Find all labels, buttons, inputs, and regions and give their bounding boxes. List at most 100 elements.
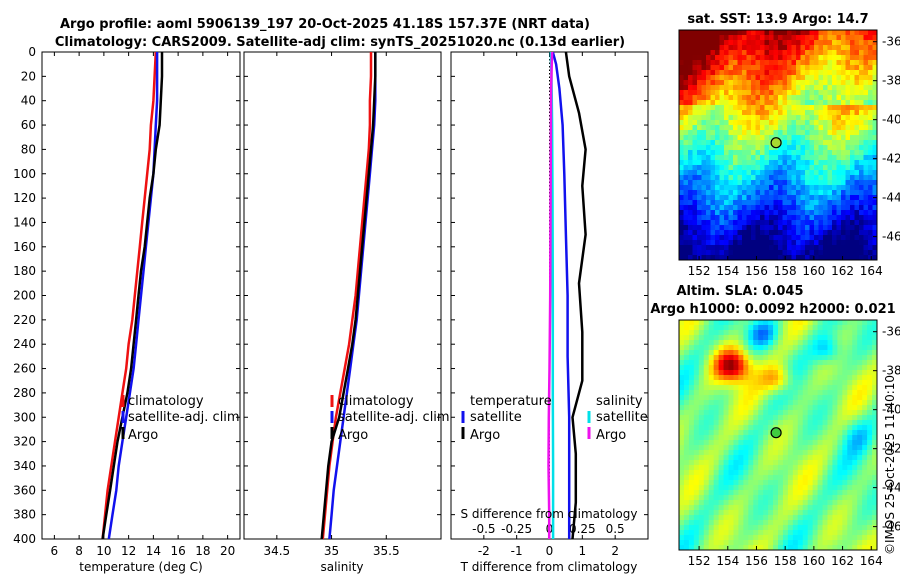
- map-cell: [842, 425, 848, 431]
- map-cell: [679, 490, 685, 496]
- map-cell: [814, 215, 820, 221]
- map-cell: [787, 120, 793, 126]
- map-cell: [708, 420, 715, 426]
- map-cell: [845, 65, 851, 71]
- map-cell: [787, 95, 793, 101]
- lat-tick-label: -42: [882, 442, 900, 456]
- map-cell: [792, 370, 799, 376]
- map-cell: [728, 120, 734, 126]
- map-cell: [863, 100, 869, 106]
- map-cell: [724, 255, 730, 260]
- map-cell: [693, 350, 700, 356]
- map-cell: [850, 180, 856, 186]
- map-cell: [742, 150, 748, 156]
- map-cell: [842, 500, 848, 506]
- map-cell: [743, 480, 749, 486]
- map-cell: [823, 195, 829, 201]
- map-cell: [812, 330, 819, 336]
- map-cell: [763, 405, 769, 411]
- map-cell: [812, 425, 819, 431]
- map-cell: [850, 120, 856, 126]
- map-cell: [818, 125, 824, 131]
- map-cell: [763, 530, 769, 536]
- map-cell: [802, 340, 809, 346]
- map-cell: [728, 180, 734, 186]
- map-cell: [841, 175, 847, 181]
- map-cell: [733, 140, 739, 146]
- map-cell: [683, 130, 689, 136]
- map-cell: [698, 375, 705, 381]
- map-cell: [802, 430, 809, 436]
- map-cell: [836, 195, 842, 201]
- map-cell: [751, 175, 757, 181]
- map-cell: [787, 155, 793, 161]
- map-cell: [764, 205, 770, 211]
- map-cell: [854, 240, 860, 246]
- map-cell: [679, 520, 685, 526]
- depth-tick-label: 140: [13, 215, 36, 229]
- map-cell: [763, 465, 769, 471]
- argo-location-marker: [770, 427, 782, 439]
- map-cell: [733, 325, 739, 331]
- map-cell: [857, 385, 863, 391]
- map-cell: [769, 220, 775, 226]
- map-cell: [706, 230, 712, 236]
- map-cell: [778, 210, 784, 216]
- map-cell: [791, 95, 797, 101]
- map-cell: [800, 45, 806, 51]
- map-cell: [701, 140, 707, 146]
- map-cell: [751, 140, 757, 146]
- map-cell: [837, 420, 843, 426]
- map-cell: [787, 100, 793, 106]
- map-cell: [703, 480, 710, 486]
- map-cell: [832, 540, 838, 546]
- lat-tick-label: -38: [882, 364, 900, 378]
- map-cell: [693, 390, 700, 396]
- map-cell: [718, 390, 725, 396]
- map-cell: [751, 190, 757, 196]
- map-cell: [872, 355, 877, 361]
- map-cell: [778, 365, 784, 371]
- map-cell: [733, 370, 739, 376]
- map-cell: [758, 485, 764, 491]
- map-cell: [872, 370, 877, 376]
- map-cell: [850, 80, 856, 86]
- map-cell: [872, 450, 877, 456]
- map-cell: [852, 320, 858, 326]
- map-cell: [701, 155, 707, 161]
- map-cell: [768, 490, 774, 496]
- map-cell: [710, 170, 716, 176]
- map-cell: [773, 220, 779, 226]
- map-cell: [797, 470, 804, 476]
- map-cell: [850, 95, 856, 101]
- map-cell: [805, 135, 811, 141]
- map-cell: [723, 320, 730, 326]
- map-cell: [827, 125, 833, 131]
- map-cell: [872, 510, 877, 516]
- map-cell: [697, 105, 703, 111]
- map-cell: [763, 525, 769, 531]
- map-cell: [805, 75, 811, 81]
- map-cell: [768, 505, 774, 511]
- map-cell: [832, 400, 838, 406]
- map-cell: [688, 230, 694, 236]
- map-cell: [859, 125, 865, 131]
- map-cell: [768, 530, 774, 536]
- map-cell: [692, 140, 698, 146]
- map-cell: [713, 485, 720, 491]
- map-cell: [850, 250, 856, 256]
- map-cell: [832, 95, 838, 101]
- map-cell: [787, 495, 794, 501]
- map-cell: [868, 240, 874, 246]
- map-cell: [733, 65, 739, 71]
- map-cell: [713, 395, 720, 401]
- map-cell: [787, 240, 793, 246]
- map-cell: [733, 130, 739, 136]
- map-cell: [683, 185, 689, 191]
- map-cell: [832, 530, 838, 536]
- map-cell: [867, 530, 873, 536]
- map-cell: [867, 440, 873, 446]
- map-cell: [782, 445, 789, 451]
- map-cell: [836, 235, 842, 241]
- map-cell: [683, 320, 690, 326]
